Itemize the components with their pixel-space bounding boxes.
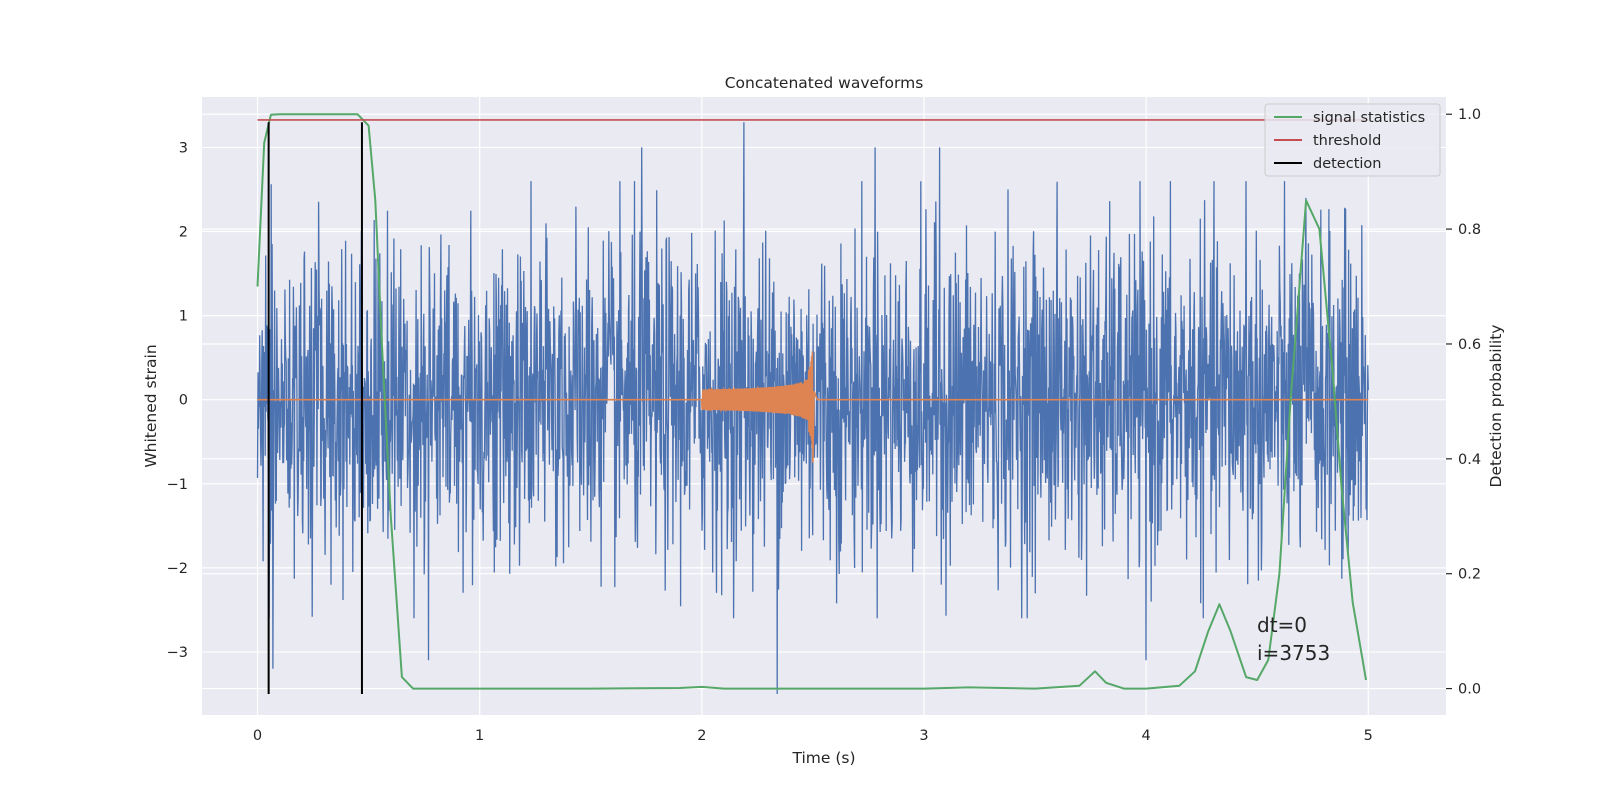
y-tick-label: 1 <box>179 309 188 325</box>
y-tick-label: 0 <box>179 393 188 409</box>
y-right-tick-label: 0.2 <box>1458 567 1481 583</box>
x-tick-label: 1 <box>475 728 484 744</box>
signal-statistics-line <box>256 113 1367 690</box>
annotation-line-1: dt=0 <box>1257 613 1307 637</box>
y-tick-label: 2 <box>179 225 188 241</box>
legend-label-signal-statistics: signal statistics <box>1313 110 1425 126</box>
y-tick-label: 3 <box>179 140 188 156</box>
y-tick-label: −2 <box>167 561 188 577</box>
legend-box <box>1264 103 1441 177</box>
y-tick-label: −1 <box>167 477 188 493</box>
x-tick-label: 4 <box>1141 728 1150 744</box>
x-axis-label: Time (s) <box>791 749 855 767</box>
y-right-tick-label: 0.0 <box>1458 682 1481 698</box>
legend-label-detection: detection <box>1313 156 1381 172</box>
annotation-line-2: i=3753 <box>1257 641 1330 665</box>
x-tick-label: 3 <box>919 728 928 744</box>
legend: signal statistics threshold detection <box>1264 103 1441 177</box>
y-right-tick-label: 1.0 <box>1458 107 1481 123</box>
y-axis-label-right: Detection probability <box>1487 325 1505 488</box>
y-right-tick-label: 0.4 <box>1458 452 1481 468</box>
y-right-tick-label: 0.8 <box>1458 222 1481 238</box>
legend-label-threshold: threshold <box>1313 133 1381 149</box>
series-layer <box>256 113 1369 695</box>
y-right-tick-label: 0.6 <box>1458 337 1481 353</box>
y-tick-label: −3 <box>167 645 188 661</box>
x-tick-label: 2 <box>697 728 706 744</box>
y-axis-label: Whitened strain <box>142 344 160 467</box>
injected-signal-line <box>257 351 1369 463</box>
x-tick-label: 5 <box>1364 728 1373 744</box>
annotation: dt=0 i=3753 <box>1257 613 1330 665</box>
x-tick-label: 0 <box>253 728 262 744</box>
chart-title: Concatenated waveforms <box>725 74 924 92</box>
tick-labels: 0 1 2 3 4 5 −3 −2 −1 0 1 2 3 0.0 0.2 0.4 0.6 0.8 1.0 <box>167 107 1481 744</box>
